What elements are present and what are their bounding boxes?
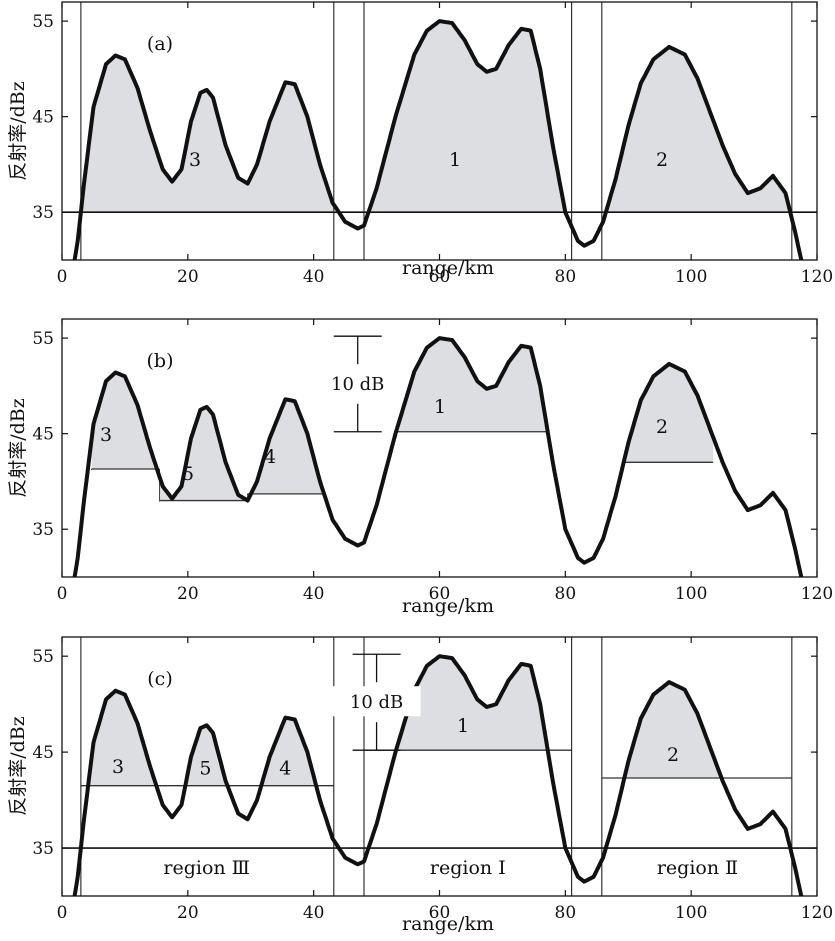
x-axis-title: range/km bbox=[402, 257, 494, 279]
y-tick-label: 35 bbox=[32, 839, 54, 859]
y-tick-label: 55 bbox=[32, 329, 54, 349]
y-tick-label: 35 bbox=[32, 203, 54, 223]
x-tick-label: 0 bbox=[57, 903, 68, 923]
x-tick-label: 120 bbox=[801, 903, 833, 923]
cell-label-5: 5 bbox=[182, 463, 194, 485]
region-label-box bbox=[405, 849, 530, 887]
x-tick-label: 20 bbox=[177, 903, 199, 923]
cell-fill-5 bbox=[159, 406, 248, 501]
cell-fill-2 bbox=[601, 682, 792, 778]
x-axis-title: range/km bbox=[402, 595, 494, 617]
cell-label-4: 4 bbox=[264, 446, 276, 468]
x-tick-label: 80 bbox=[555, 584, 577, 604]
x-tick-label: 100 bbox=[675, 267, 707, 287]
cell-label-1: 1 bbox=[434, 396, 446, 418]
y-tick-label: 55 bbox=[32, 647, 54, 667]
cell-fill-3 bbox=[91, 372, 160, 469]
x-tick-label: 20 bbox=[177, 267, 199, 287]
panel-c: 0 20 40 60 80 100 120354555range/km反射率/dBz(c)3… bbox=[7, 636, 833, 935]
cell-fill-4 bbox=[247, 399, 324, 494]
x-tick-label: 120 bbox=[801, 584, 833, 604]
cell-label-1: 1 bbox=[457, 715, 469, 737]
y-axis-title: 反射率/dBz bbox=[7, 81, 29, 181]
cell-label-3: 3 bbox=[112, 756, 124, 778]
cell-label-2: 2 bbox=[656, 149, 668, 171]
cell-label-4: 4 bbox=[279, 757, 291, 779]
panel-a: 0 20 40 60 80 100 120 35 45 55 range/km 反射率/dBz (a) 3… bbox=[7, 1, 833, 287]
cell-fill-3 bbox=[80, 55, 334, 213]
y-axis-title: 反射率/dBz bbox=[7, 716, 29, 816]
reflectivity-curve bbox=[72, 654, 804, 896]
x-tick-label: 0 bbox=[57, 267, 68, 287]
x-tick-label: 40 bbox=[303, 584, 325, 604]
x-tick-label: 40 bbox=[303, 903, 325, 923]
region-label-box bbox=[635, 849, 760, 887]
y-tick-label: 35 bbox=[32, 520, 54, 540]
x-tick-label: 60 bbox=[429, 903, 451, 923]
cell-label-5: 5 bbox=[199, 757, 211, 779]
cell-label-2: 2 bbox=[667, 744, 679, 766]
cell-label-3: 3 bbox=[100, 424, 112, 446]
panel-label: (b) bbox=[147, 350, 174, 372]
cell-fill-1 bbox=[395, 338, 550, 432]
x-axis-title: range/km bbox=[402, 913, 494, 935]
panel-label: (a) bbox=[147, 33, 173, 55]
x-tick-label: 60 bbox=[429, 584, 451, 604]
x-tick-label: 20 bbox=[177, 584, 199, 604]
cell-fill-1 bbox=[364, 656, 572, 751]
cell-fill-3 bbox=[80, 690, 334, 786]
cell-label-2: 2 bbox=[656, 416, 668, 438]
y-tick-label: 45 bbox=[32, 108, 54, 128]
x-tick-label: 0 bbox=[57, 584, 68, 604]
cell-label-3: 3 bbox=[189, 149, 201, 171]
x-tick-label: 40 bbox=[303, 267, 325, 287]
cell-fill-1 bbox=[364, 21, 572, 213]
reflectivity-curve bbox=[72, 336, 804, 577]
panel-label: (c) bbox=[147, 668, 172, 690]
x-tick-label: 80 bbox=[555, 903, 577, 923]
region-label-box bbox=[144, 849, 269, 887]
scale-bar: 10 dB bbox=[313, 335, 402, 433]
cell-fill-2 bbox=[601, 47, 792, 213]
region-label: region Ⅰ bbox=[430, 857, 506, 879]
scale-bar: 10 dB bbox=[332, 653, 421, 751]
y-tick-label: 45 bbox=[32, 743, 54, 763]
x-tick-label: 80 bbox=[555, 267, 577, 287]
x-tick-label: 100 bbox=[675, 903, 707, 923]
panel-b: 0 20 40 60 80 100 120354555range/km反射率/dBz(b)3… bbox=[7, 318, 833, 617]
x-tick-label: 120 bbox=[801, 267, 833, 287]
y-axis-title: 反射率/dBz bbox=[7, 398, 29, 498]
scale-bar-label: 10 dB bbox=[350, 692, 403, 713]
region-label: region Ⅱ bbox=[657, 857, 738, 879]
region-label: region Ⅲ bbox=[163, 857, 250, 879]
reflectivity-curve bbox=[72, 19, 804, 260]
x-tick-label: 100 bbox=[675, 584, 707, 604]
cell-label-1: 1 bbox=[449, 149, 461, 171]
x-tick-label: 60 bbox=[429, 267, 451, 287]
y-tick-label: 45 bbox=[32, 425, 54, 445]
scale-bar-label: 10 dB bbox=[331, 374, 384, 395]
y-tick-label: 55 bbox=[32, 12, 54, 32]
